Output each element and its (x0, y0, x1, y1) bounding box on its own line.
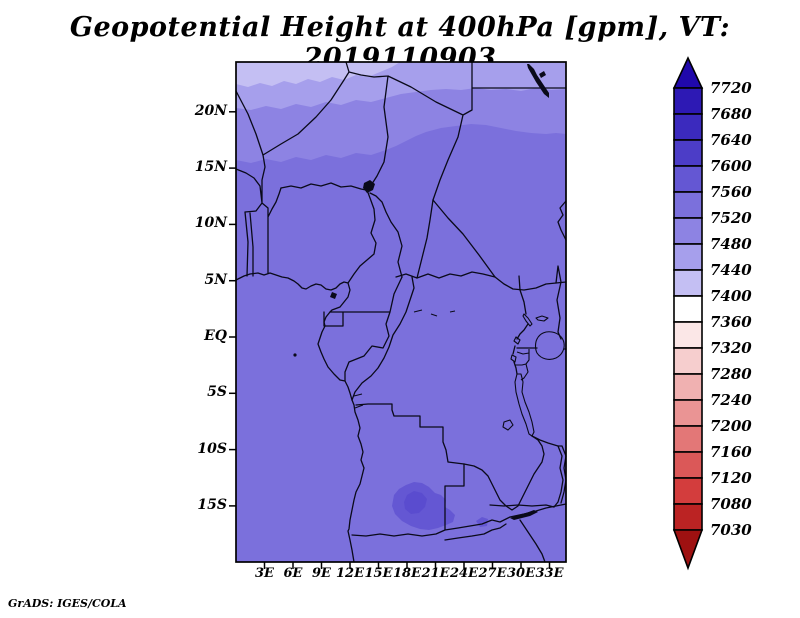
colorbar-bottom-arrow (672, 529, 704, 571)
y-axis-label: 20N (194, 102, 227, 119)
sao-tome-island (293, 353, 297, 357)
colorbar-segment (673, 503, 703, 531)
x-axis-label: 3E (255, 566, 274, 581)
colorbar-segment (673, 477, 703, 505)
border-cameroon-gabon-congo (323, 276, 415, 401)
contour-fill-layers (236, 62, 566, 562)
y-axis-label: 5N (204, 271, 227, 288)
colorbar-segment (673, 347, 703, 375)
colorbar-segment (673, 165, 703, 193)
colorbar-label: 7640 (710, 131, 752, 149)
lake-kivu (510, 354, 517, 363)
lake-tanganyika (514, 373, 535, 437)
colorbar-segment (673, 321, 703, 349)
grads-attribution: GrADS: IGES/COLA (8, 597, 127, 610)
colorbar-label: 7360 (710, 313, 752, 331)
y-axis-label: 10S (197, 440, 227, 457)
border-drc-zambia-pedicle (463, 435, 545, 511)
map-frame (235, 61, 567, 563)
lake-kyoga (535, 315, 549, 322)
colorbar-segment (673, 373, 703, 401)
x-axis-label: 24E (450, 566, 478, 581)
axis-ticks (229, 111, 551, 569)
colorbar-label: 7520 (710, 209, 752, 227)
colorbar-scale: 7720 7680 7640 7600 7560 7520 7480 7440 7400 7360… (672, 56, 752, 571)
lakes (293, 64, 565, 520)
lake-edward (513, 336, 521, 345)
lake-nasser (527, 64, 549, 98)
border-zambezi-mozambique (489, 435, 559, 563)
colorbar-segment (673, 295, 703, 323)
colorbar-top-arrow (672, 56, 704, 89)
x-axis-label: 6E (283, 566, 303, 581)
y-axis-label: 15N (194, 159, 227, 176)
border-ubangi-chain (395, 271, 567, 291)
border-niger-nigeria (280, 182, 367, 191)
colorbar-segment (673, 451, 703, 479)
colorbar: 7720 7680 7640 7600 7560 7520 7480 7440 7400 7360… (672, 56, 752, 571)
border-sudan-ethiopia-edge (557, 200, 567, 241)
x-axis-label: 9E (312, 566, 331, 581)
border-angola-zambia-namibia (351, 463, 567, 541)
colorbar-segment (673, 87, 703, 115)
plot-title: Geopotential Height at 400hPa [gpm], VT:… (69, 12, 731, 74)
x-axis-label: 33E (535, 566, 564, 581)
x-axis-label: 27E (478, 566, 507, 581)
colorbar-segment (673, 217, 703, 245)
colorbar-label: 7720 (710, 79, 752, 97)
fill-band-7400-7440 (236, 62, 400, 87)
colorbar-label: 7440 (710, 261, 752, 279)
border-drc-angola (355, 403, 465, 465)
y-axis-label: EQ (204, 328, 227, 344)
map-plot (229, 61, 567, 569)
colorbar-label: 7680 (710, 105, 752, 123)
colorbar-segment (673, 113, 703, 141)
x-axis-label: 15E (364, 566, 393, 581)
colorbar-label: 7120 (710, 469, 752, 487)
bioko-island (330, 292, 337, 299)
colorbar-segment (673, 243, 703, 271)
colorbar-segment (673, 191, 703, 219)
lake-kariba (510, 510, 538, 520)
y-axis-label: 5S (207, 384, 227, 401)
colorbar-segment (673, 139, 703, 167)
border-rwanda-burundi (515, 349, 530, 381)
colorbar-label: 7200 (710, 417, 752, 435)
map-borders (235, 61, 567, 563)
small-river-specks (413, 309, 456, 317)
border-uganda-tanzania-kenya (516, 265, 567, 350)
border-nigeria-cameroon (347, 189, 403, 284)
colorbar-label: 7480 (710, 235, 752, 253)
colorbar-segment (673, 425, 703, 453)
colorbar-label: 7600 (710, 157, 752, 175)
lake-albert (522, 313, 533, 327)
border-car-wedge (416, 199, 496, 279)
x-axis-label: 21E (421, 566, 450, 581)
colorbar-segment (673, 399, 703, 427)
lake-victoria (534, 331, 565, 360)
colorbar-label: 7080 (710, 495, 752, 513)
border-uganda-drc (512, 275, 529, 375)
y-axis-label: 10N (194, 215, 227, 232)
x-axis-label: 18E (393, 566, 421, 581)
colorbar-label: 7560 (710, 183, 752, 201)
border-cabinda (353, 393, 364, 409)
colorbar-label: 7240 (710, 391, 752, 409)
colorbar-label: 7280 (710, 365, 752, 383)
lake-chad (363, 180, 375, 193)
coastline-west-africa (235, 272, 365, 563)
colorbar-label: 7160 (710, 443, 752, 461)
fill-south-max-core-7600 (404, 491, 427, 514)
colorbar-label: 7320 (710, 339, 752, 357)
colorbar-label: 7030 (710, 521, 752, 539)
lake-mweru (502, 419, 514, 431)
colorbar-segment (673, 269, 703, 297)
border-sahara (262, 61, 567, 201)
colorbar-label: 7400 (710, 287, 752, 305)
x-axis-label: 12E (336, 566, 364, 581)
y-axis-label: 15S (197, 496, 227, 513)
x-axis-label: 30E (507, 566, 535, 581)
